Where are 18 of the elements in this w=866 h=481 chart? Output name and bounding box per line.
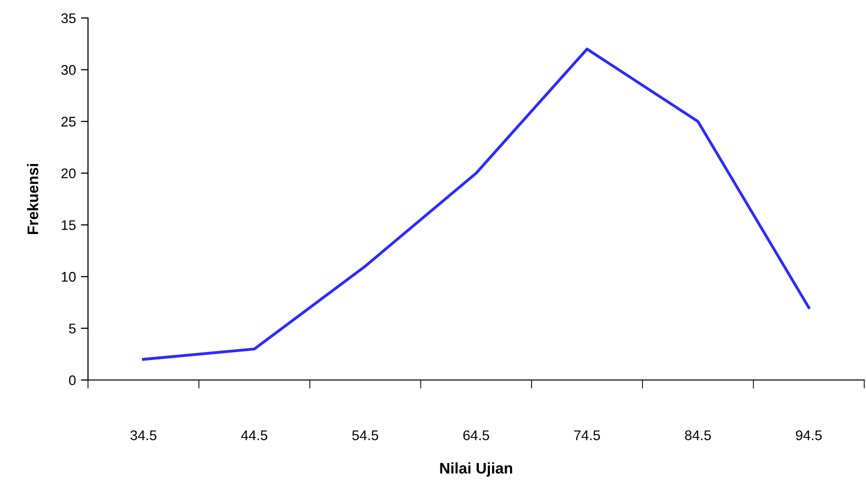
- x-tick-label: 34.5: [130, 430, 156, 440]
- x-tick-label: 54.5: [352, 430, 378, 440]
- y-tick-label: 5: [69, 324, 76, 334]
- y-tick-label: 20: [61, 168, 76, 178]
- y-tick-label: 35: [61, 13, 76, 24]
- y-axis-title: Frekuensi: [27, 164, 38, 234]
- line-series: [142, 48, 810, 361]
- y-tick-label: 0: [69, 375, 76, 386]
- y-tick-label: 15: [62, 220, 76, 230]
- y-tick-label: 30: [61, 65, 76, 75]
- x-tick-label: 84.5: [685, 430, 711, 440]
- x-tick-label: 94.5: [796, 430, 822, 440]
- x-tick-label: 74.5: [574, 430, 600, 440]
- x-tick-label: 64.5: [463, 430, 490, 440]
- x-tick-label: 44.5: [241, 430, 268, 440]
- y-tick-label: 25: [61, 116, 76, 127]
- y-tick-label: 10: [62, 272, 76, 282]
- x-axis-title: Nilai Ujian: [440, 462, 512, 477]
